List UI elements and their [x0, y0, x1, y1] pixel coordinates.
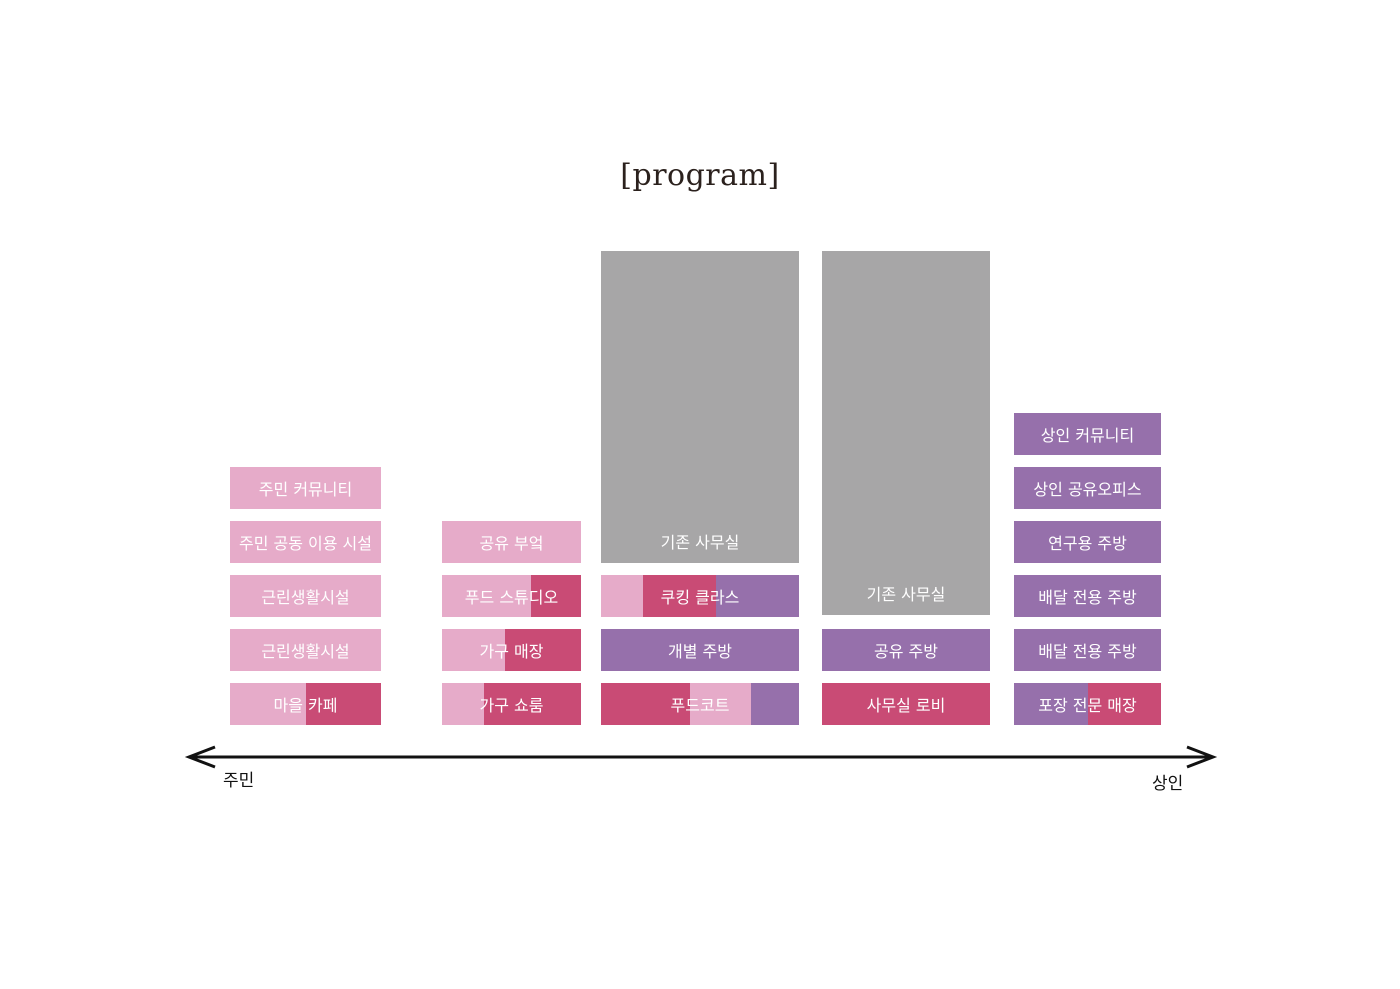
block-color-segment: [483, 683, 581, 725]
program-block: 푸드 스튜디오: [442, 575, 581, 617]
block-color-segment: [1014, 521, 1161, 563]
block-label: 개별 주방: [668, 642, 732, 661]
block-label: 마을 카페: [273, 696, 338, 715]
block-color-segment: [504, 629, 581, 671]
block-color-segment: [442, 575, 531, 617]
program-block: 개별 주방: [601, 629, 799, 671]
block-label: 가구 쇼룸: [479, 696, 544, 715]
block-label: 근린생활시설: [261, 642, 350, 661]
block-color-segment: [822, 683, 990, 725]
block-label: 주민 공동 이용 시설: [238, 534, 373, 553]
program-block: 쿠킹 클라스: [601, 575, 799, 617]
left-arrow-icon: [184, 745, 216, 769]
block-label: 공유 주방: [874, 642, 938, 661]
diagram-title: [program]: [620, 158, 780, 193]
block-color-segment: [442, 629, 505, 671]
block-color-segment: [530, 575, 581, 617]
block-color-segment: [601, 251, 799, 563]
program-block: 상인 커뮤니티: [1014, 413, 1161, 455]
program-block: 공유 부엌: [442, 521, 581, 563]
block-label: 푸드코트: [670, 696, 730, 715]
block-label: 사무실 로비: [866, 696, 946, 715]
axis-left-label: 주민: [223, 771, 255, 791]
block-color-segment: [1014, 575, 1161, 617]
program-block: 가구 쇼룸: [442, 683, 581, 725]
block-color-segment: [642, 575, 716, 617]
block-color-segment: [442, 683, 484, 725]
block-color-segment: [230, 683, 306, 725]
block-color-segment: [601, 629, 799, 671]
program-block: 포장 전문 매장: [1014, 683, 1161, 725]
block-color-segment: [715, 575, 799, 617]
block-color-segment: [1014, 413, 1161, 455]
block-label: 배달 전용 주방: [1038, 642, 1137, 661]
block-color-segment: [305, 683, 381, 725]
block-label: 주민 커뮤니티: [258, 480, 353, 499]
right-arrow-icon: [1186, 745, 1218, 769]
block-color-segment: [1014, 683, 1088, 725]
program-block: 푸드코트: [601, 683, 799, 725]
block-color-segment: [230, 575, 381, 617]
block-color-segment: [1087, 683, 1161, 725]
block-label: 근린생활시설: [261, 588, 350, 607]
program-block: 기존 사무실: [822, 251, 990, 615]
block-color-segment: [822, 251, 990, 615]
block-label: 공유 부엌: [479, 534, 544, 553]
block-color-segment: [1014, 629, 1161, 671]
program-block: 주민 공동 이용 시설: [230, 521, 381, 563]
program-block: 연구용 주방: [1014, 521, 1161, 563]
program-block: 주민 커뮤니티: [230, 467, 381, 509]
block-label: 쿠킹 클라스: [660, 588, 740, 607]
block-label: 상인 커뮤니티: [1040, 426, 1135, 445]
block-color-segment: [822, 629, 990, 671]
block-color-segment: [230, 521, 381, 563]
block-label: 연구용 주방: [1048, 534, 1127, 553]
block-color-segment: [230, 467, 381, 509]
block-label: 푸드 스튜디오: [464, 588, 559, 607]
program-block: 상인 공유오피스: [1014, 467, 1161, 509]
block-label: 배달 전용 주방: [1038, 588, 1137, 607]
block-label: 포장 전문 매장: [1038, 696, 1137, 715]
program-block: 근린생활시설: [230, 575, 381, 617]
axis-right-label: 상인: [1152, 774, 1184, 794]
program-block: 가구 매장: [442, 629, 581, 671]
block-color-segment: [601, 575, 643, 617]
block-label: 기존 사무실: [660, 533, 740, 552]
block-color-segment: [751, 683, 799, 725]
program-block: 배달 전용 주방: [1014, 629, 1161, 671]
block-label: 상인 공유오피스: [1033, 480, 1142, 499]
program-block: 공유 주방: [822, 629, 990, 671]
program-block: 근린생활시설: [230, 629, 381, 671]
block-color-segment: [442, 521, 581, 563]
block-color-segment: [230, 629, 381, 671]
block-color-segment: [1014, 467, 1161, 509]
program-block: 배달 전용 주방: [1014, 575, 1161, 617]
program-block: 기존 사무실: [601, 251, 799, 563]
block-label: 기존 사무실: [866, 585, 946, 604]
program-block: 마을 카페: [230, 683, 381, 725]
block-color-segment: [601, 683, 691, 725]
program-block: 사무실 로비: [822, 683, 990, 725]
block-label: 가구 매장: [479, 642, 544, 661]
block-color-segment: [690, 683, 752, 725]
